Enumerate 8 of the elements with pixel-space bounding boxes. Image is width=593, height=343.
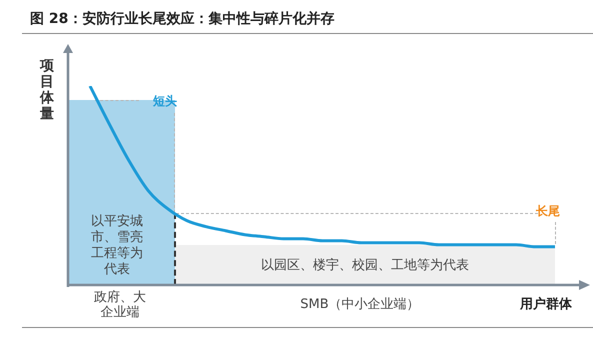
text: SMB（中小企业端）: [299, 296, 421, 313]
annotation: 以平安城市、雪亮工程等为代表: [90, 214, 144, 278]
annotation: 以园区、楼宇、校园、工地等为代表: [260, 257, 470, 274]
chart-title: 图 28：安防行业长尾效应：集中性与碎片化并存: [30, 10, 334, 28]
y-axis-title: 项目体量: [38, 58, 55, 122]
text: 政府、大企业端: [93, 290, 147, 320]
annotation: 长尾: [536, 203, 560, 220]
x-axis-title: 用户群体: [520, 296, 572, 313]
